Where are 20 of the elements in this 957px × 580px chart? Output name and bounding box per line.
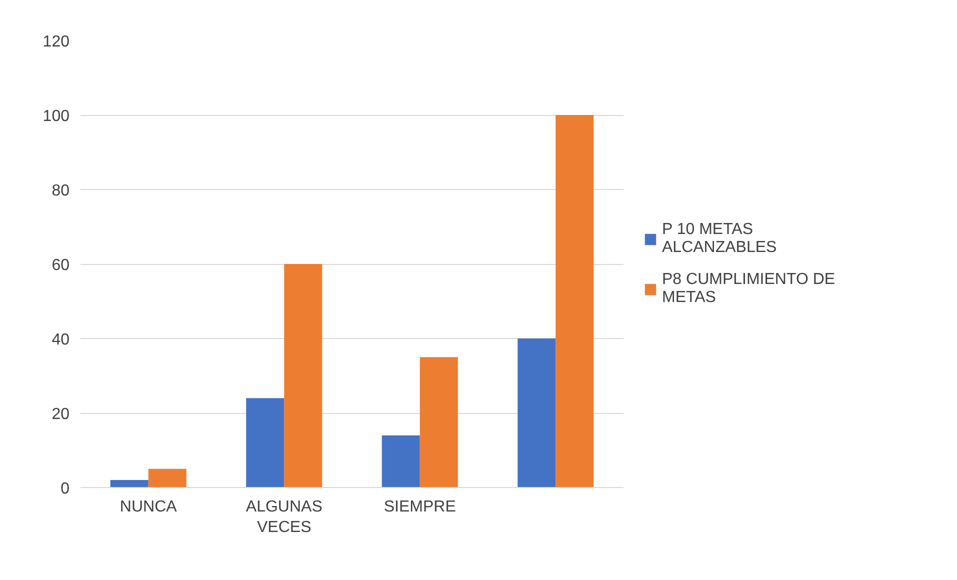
bar [518,338,556,488]
bar [110,480,148,488]
bar [246,398,284,488]
legend-label: P 10 METAS ALCANZABLES [662,220,777,256]
y-tick-label: 40 [52,332,70,348]
bar [284,264,322,488]
y-tick-label: 20 [52,406,70,423]
x-tick-label: ALGUNAS VECES [246,498,322,536]
y-tick-label: 0 [60,480,70,498]
bar [420,357,458,488]
legend-label: P8 CUMPLIMIENTO DE METAS [662,270,836,306]
x-tick-label: NUNCA [120,498,178,516]
y-tick-label: 100 [42,108,70,125]
y-tick-label: 60 [52,257,70,274]
bar [556,115,594,488]
x-tick-label: SIEMPRE [384,498,456,516]
y-tick-label: 80 [52,182,70,200]
bar [382,435,420,488]
bar [148,468,186,488]
y-tick-label: 120 [42,34,70,50]
